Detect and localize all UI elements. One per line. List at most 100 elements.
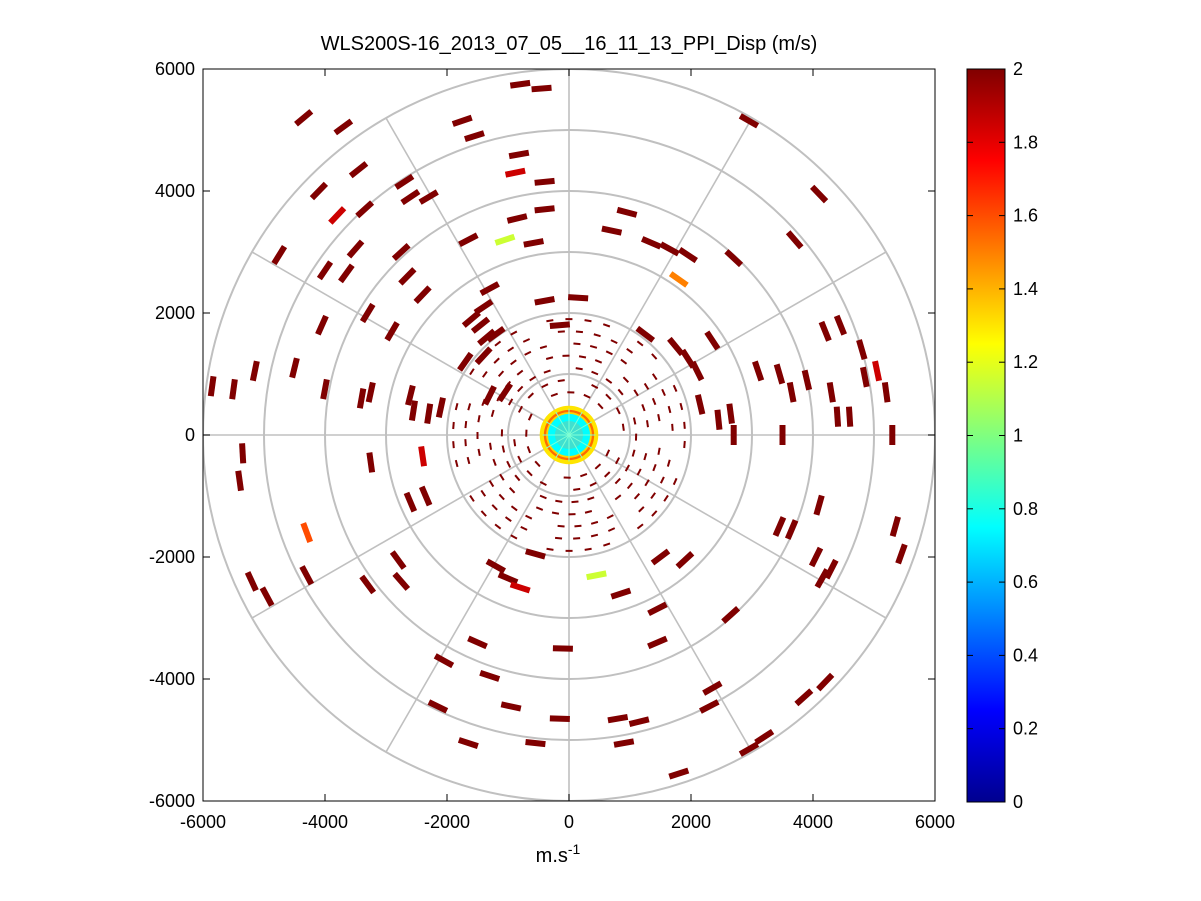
near-range-dash bbox=[575, 367, 583, 371]
near-range-dash bbox=[480, 489, 487, 497]
range-gate-mark bbox=[299, 565, 315, 586]
range-gate-mark bbox=[494, 233, 516, 246]
near-range-dash bbox=[663, 494, 669, 502]
near-range-dash bbox=[527, 392, 534, 399]
near-range-dash bbox=[626, 348, 634, 354]
range-gate-mark bbox=[640, 236, 662, 250]
near-range-dash bbox=[605, 449, 611, 457]
near-range-dash bbox=[650, 492, 656, 500]
near-range-dash bbox=[573, 537, 581, 540]
range-gate-mark bbox=[845, 406, 854, 427]
range-gate-mark bbox=[309, 181, 329, 201]
range-gate-mark bbox=[294, 109, 314, 127]
colorbar-tick-label: 1.8 bbox=[1013, 132, 1038, 152]
range-gate-mark bbox=[549, 321, 571, 330]
range-gate-mark bbox=[721, 606, 741, 624]
near-range-dash bbox=[631, 449, 636, 457]
y-tick-label: -6000 bbox=[149, 791, 195, 811]
near-range-dash bbox=[492, 458, 497, 466]
range-gate-mark bbox=[433, 653, 455, 669]
range-gate-mark bbox=[689, 360, 705, 382]
near-range-dash bbox=[620, 358, 628, 365]
range-gate-mark bbox=[316, 260, 334, 281]
grid-ring-3000 bbox=[385, 251, 753, 619]
near-range-dash bbox=[659, 476, 665, 484]
near-range-dash bbox=[666, 459, 671, 467]
range-gate-mark bbox=[738, 741, 760, 757]
near-range-dash bbox=[477, 448, 481, 456]
near-range-dash bbox=[557, 330, 565, 333]
range-gate-mark bbox=[613, 738, 635, 748]
range-gate-mark bbox=[534, 296, 555, 306]
range-gate-mark bbox=[872, 360, 883, 382]
near-range-dash bbox=[545, 356, 554, 360]
range-gate-mark bbox=[677, 247, 698, 264]
range-gate-mark bbox=[647, 601, 668, 617]
near-range-dash bbox=[520, 525, 528, 531]
range-gate-mark bbox=[451, 114, 473, 127]
near-range-dash bbox=[452, 441, 455, 449]
near-range-dash bbox=[493, 357, 500, 364]
near-range-dash bbox=[546, 319, 554, 323]
range-gate-mark bbox=[534, 177, 555, 186]
range-gate-mark bbox=[500, 701, 522, 712]
range-gate-mark bbox=[738, 113, 760, 129]
near-range-dash bbox=[646, 420, 649, 428]
range-gate-mark bbox=[473, 298, 494, 315]
range-gate-mark bbox=[659, 241, 680, 257]
near-range-dash bbox=[643, 452, 648, 461]
range-gate-mark bbox=[567, 294, 589, 302]
range-gate-mark bbox=[525, 548, 546, 560]
range-gate-mark bbox=[509, 79, 531, 89]
range-gate-mark bbox=[249, 360, 260, 382]
range-gate-mark bbox=[235, 470, 244, 492]
range-gate-mark bbox=[333, 118, 354, 136]
range-gate-mark bbox=[881, 381, 891, 403]
range-gate-mark bbox=[506, 213, 528, 224]
range-gate-mark bbox=[482, 385, 497, 406]
x-tick-label: 6000 bbox=[915, 812, 955, 832]
range-gate-mark bbox=[418, 189, 439, 205]
colorbar-tick-label: 0.6 bbox=[1013, 572, 1038, 592]
near-range-dash bbox=[652, 463, 657, 472]
range-gate-mark bbox=[497, 571, 519, 586]
range-gate-mark bbox=[801, 369, 813, 391]
range-gate-mark bbox=[773, 363, 786, 385]
range-gate-mark bbox=[754, 729, 775, 745]
range-gate-mark bbox=[833, 406, 842, 427]
x-axis-label-superscript: -1 bbox=[568, 841, 581, 857]
near-range-dash bbox=[632, 417, 637, 425]
polar-grid bbox=[203, 69, 935, 801]
x-tick-label: 0 bbox=[564, 812, 574, 832]
range-gate-mark bbox=[816, 672, 835, 692]
near-range-dash bbox=[617, 388, 624, 396]
near-range-dash bbox=[584, 319, 592, 323]
near-range-dash bbox=[550, 392, 558, 398]
range-gate-mark bbox=[810, 184, 829, 204]
range-gate-mark bbox=[726, 403, 735, 424]
grid-ring-1000 bbox=[507, 373, 631, 497]
range-gate-mark bbox=[509, 581, 531, 594]
range-gate-mark bbox=[418, 446, 428, 467]
near-range-dash bbox=[626, 482, 633, 490]
center-disk-spoke bbox=[545, 421, 570, 436]
range-gate-mark bbox=[610, 587, 632, 600]
near-range-dash bbox=[557, 524, 565, 528]
near-range-dash bbox=[661, 388, 666, 397]
near-range-dash bbox=[469, 368, 475, 376]
range-gate-mark bbox=[320, 378, 330, 400]
near-range-dash bbox=[482, 370, 488, 378]
x-tick-label: -2000 bbox=[424, 812, 470, 832]
range-gate-mark bbox=[435, 397, 446, 418]
near-range-dash bbox=[657, 414, 661, 422]
near-range-dash bbox=[491, 504, 498, 511]
near-range-dash bbox=[672, 384, 678, 392]
range-gate-mark bbox=[389, 550, 407, 570]
colorbar-tick-label: 0 bbox=[1013, 792, 1023, 812]
near-range-dash bbox=[573, 342, 581, 346]
near-range-dash bbox=[590, 520, 599, 525]
range-gate-mark bbox=[508, 149, 530, 160]
range-gate-mark bbox=[271, 244, 288, 266]
near-range-dash bbox=[621, 423, 625, 431]
range-gate-mark bbox=[413, 285, 432, 304]
